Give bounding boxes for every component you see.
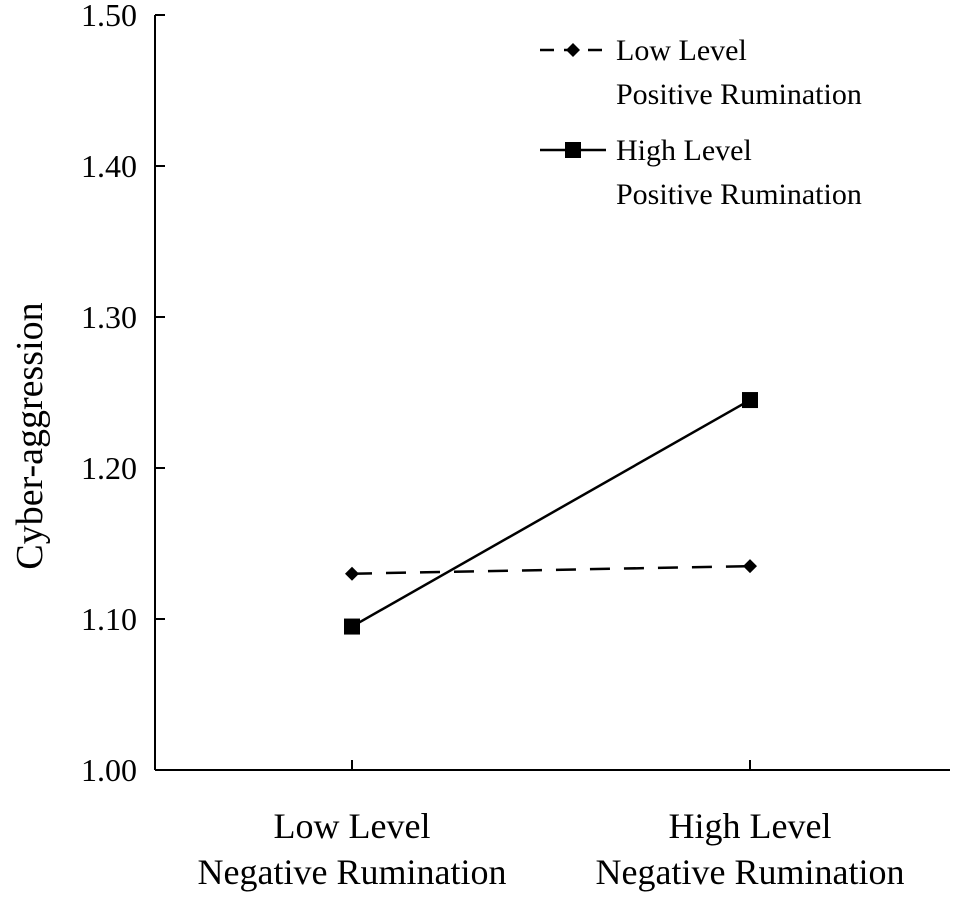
square-marker xyxy=(344,618,360,635)
x-category-label: Negative Rumination xyxy=(596,852,905,892)
series-line xyxy=(351,398,751,628)
series-line xyxy=(351,564,751,575)
square-marker xyxy=(565,142,581,158)
y-tick-label: 1.30 xyxy=(81,299,137,335)
legend-label: Low Level xyxy=(616,34,747,67)
legend-label: Positive Rumination xyxy=(616,78,862,111)
legend: Low Level Positive Rumination High Level Po… xyxy=(540,34,862,211)
y-tick-label: 1.10 xyxy=(81,601,137,637)
y-axis-title: Cyber-aggression xyxy=(9,302,51,569)
legend-label: Positive Rumination xyxy=(616,178,862,211)
diamond-marker xyxy=(743,559,757,574)
diamond-marker xyxy=(345,566,359,581)
legend-label: High Level xyxy=(616,134,752,167)
y-tick-label: 1.20 xyxy=(81,450,137,486)
x-category-label: Negative Rumination xyxy=(198,852,507,892)
x-category-label: High Level xyxy=(669,806,832,846)
axes: 1.00 1.10 1.20 1.30 1.40 1.50 Low Level Negativ… xyxy=(81,0,950,892)
plot-series xyxy=(344,392,758,635)
x-category-label: Low Level xyxy=(274,806,431,846)
y-tick-label: 1.00 xyxy=(81,752,137,788)
y-tick-label: 1.50 xyxy=(81,0,137,33)
square-marker xyxy=(742,392,758,409)
diamond-marker xyxy=(566,43,580,57)
y-tick-label: 1.40 xyxy=(81,148,137,184)
